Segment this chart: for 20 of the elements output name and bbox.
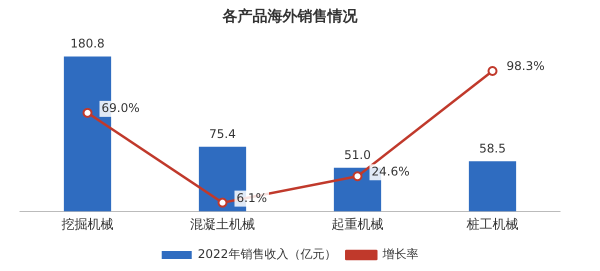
data-label: 69.0% — [102, 100, 140, 115]
point — [218, 198, 228, 208]
data-label: 75.4 — [209, 126, 236, 141]
data-label: 6.1% — [236, 190, 267, 205]
point — [82, 108, 92, 118]
point — [488, 66, 498, 76]
bar — [468, 161, 516, 212]
legend-label: 2022年销售收入（亿元） — [198, 247, 336, 262]
legend-label: 增长率 — [381, 247, 418, 262]
data-label: 51.0 — [344, 148, 371, 162]
x-tick-label: 挖掘机械 — [62, 218, 114, 233]
data-label: 24.6% — [372, 164, 410, 178]
data-label: 180.8 — [70, 36, 105, 51]
x-tick-label: 混凝土机械 — [190, 218, 255, 233]
point — [352, 171, 362, 182]
data-label: 98.3% — [506, 59, 545, 74]
x-tick-label: 桩工机械 — [466, 218, 518, 233]
data-label: 58.5 — [479, 141, 506, 156]
chart-title: 各产品海外销售情况 — [222, 6, 358, 25]
x-tick-label: 起重机械 — [332, 218, 384, 233]
